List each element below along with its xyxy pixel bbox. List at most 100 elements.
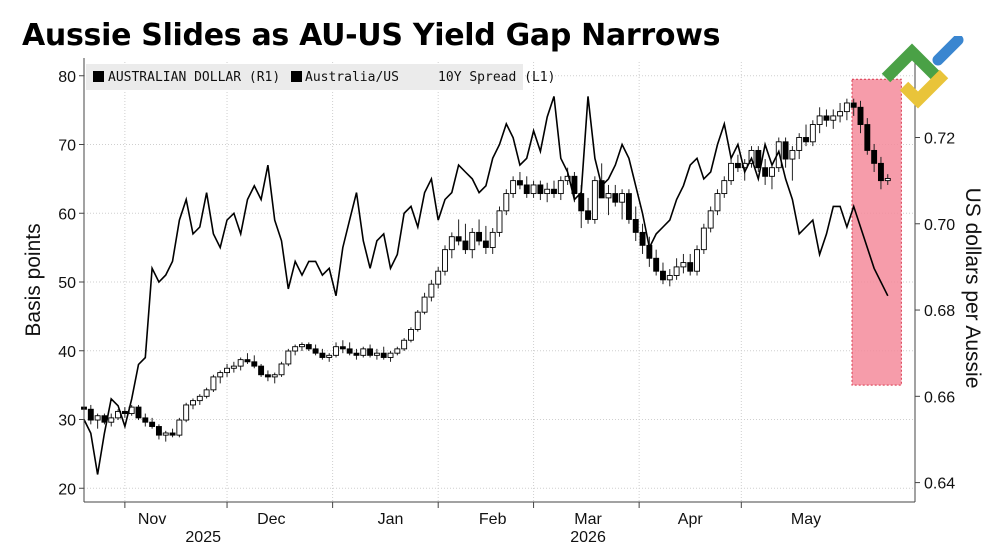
candle-body [714,193,721,212]
legend-swatch-spread [291,71,302,82]
candle-body [278,363,285,376]
candle-body [782,141,789,160]
candle-body [442,249,448,272]
left-tick-label: 20 [58,481,76,498]
candle-body [653,257,660,272]
candle-body [489,231,496,248]
x-tick-label: Nov [138,511,166,528]
x-tick-label: Dec [257,511,285,528]
candle-body [694,249,700,272]
axes: 20 30 40 50 60 70 80 0.64 0.66 0.68 0.70 0.72 Nov Dec… [22,58,984,545]
candle-body [319,352,326,358]
candle-body [755,149,762,169]
candle-body [544,188,551,195]
brand-logo [881,36,964,109]
candle-body [292,346,299,352]
candle-body [428,283,435,298]
legend-background [86,64,523,90]
candle-body [373,352,380,356]
left-tick-label: 80 [58,69,76,86]
candle-body [271,374,278,378]
candle-body [884,178,891,182]
candle-body [367,348,374,356]
candle-body [625,193,632,220]
candle-body [169,432,176,436]
candle-body [312,348,319,354]
candle-body [421,296,428,313]
candle-body [299,344,305,348]
candle-body [707,210,714,229]
candle-body [530,184,537,195]
candle-body [339,346,346,350]
candle-body [557,180,564,195]
candle-body [264,374,271,378]
left-tick-label: 60 [58,206,76,223]
candle-body [496,210,503,233]
candle-body [850,102,857,108]
candle-body [680,262,687,268]
candle-body [244,359,251,363]
candle-body [203,389,210,397]
legend-swatch-aud [93,71,104,82]
candle-body [551,188,557,195]
candle-body [564,175,571,182]
candle-body [87,408,94,421]
candle-body [183,404,190,421]
candle-body [830,115,837,121]
candle-body [196,395,203,402]
candle-body [448,236,455,251]
x-tick-label: Apr [678,511,704,528]
candle-body [823,115,830,121]
candle-body [762,167,769,177]
candle-body [864,124,871,151]
candle-body [728,162,735,182]
legend: AUSTRALIAN DOLLAR (R1) Australia/US 10Y … [86,64,555,90]
candle-body [469,231,476,251]
aud-candlestick-series [81,98,891,442]
candle-body [871,149,878,164]
candle-body [210,376,217,391]
candle-body [516,180,523,186]
candle-body [121,410,128,415]
candle-body [612,193,619,203]
candle-body [591,180,598,220]
left-tick-label: 30 [58,413,76,430]
right-tick-label: 0.72 [924,130,955,147]
candle-body [162,432,169,436]
right-tick-label: 0.68 [924,303,955,320]
candle-body [237,359,244,367]
candle-body [816,115,823,125]
spread-line-series [83,96,889,475]
candle-body [414,311,421,330]
candle-body [353,352,360,356]
candle-body [455,236,462,242]
candle-body [224,367,230,374]
candle-body [803,137,809,143]
candle-body [673,266,680,276]
legend-label-aud: AUSTRALIAN DOLLAR (R1) [108,70,280,85]
candle-body [843,102,850,113]
candle-body [619,193,626,203]
candle-body [190,400,196,406]
candle-body [176,419,183,436]
candle-body [462,240,469,251]
x-tick-label: Mar [574,511,602,528]
candle-body [789,149,796,160]
candle-body [598,180,605,199]
left-tick-label: 70 [58,138,76,155]
candle-body [523,184,530,195]
candle-body [142,417,149,423]
right-axis-title: US dollars per Aussie [961,188,984,389]
right-tick-label: 0.66 [924,389,955,406]
left-tick-label: 50 [58,275,76,292]
left-tick-label: 40 [58,344,76,361]
candle-body [796,137,803,151]
candle-body [666,275,673,281]
x-tick-label: Jan [378,511,404,528]
grid-lines [84,62,915,502]
candle-body [326,354,333,358]
candle-body [585,210,591,220]
candle-body [94,415,101,421]
candle-body [857,106,864,125]
